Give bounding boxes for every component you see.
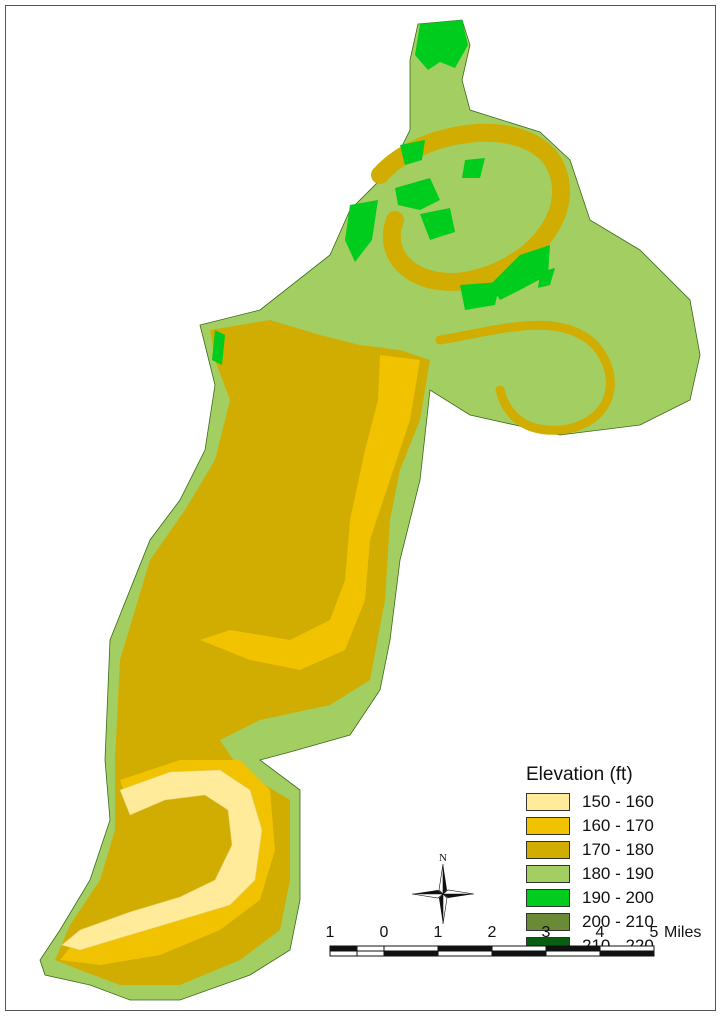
scale-tick-label: 2 xyxy=(487,924,497,941)
legend-item: 150 - 160 xyxy=(526,790,706,814)
legend-label: 150 - 160 xyxy=(582,792,654,811)
zone-150-160 xyxy=(61,769,263,951)
scale-tick-label: 1 xyxy=(433,924,443,941)
legend-label: 160 - 170 xyxy=(582,816,654,835)
meander-channel-east xyxy=(435,320,615,435)
legend-label: 180 - 190 xyxy=(582,864,654,883)
legend-swatch xyxy=(526,889,570,907)
legend: Elevation (ft) 150 - 160 160 - 170 170 -… xyxy=(526,764,706,958)
legend-swatch xyxy=(526,865,570,883)
scale-tick-label: 5 xyxy=(649,924,659,941)
scale-tick-label: 1 xyxy=(325,924,335,941)
north-label: N xyxy=(439,852,447,864)
scale-tick-label: 0 xyxy=(379,924,389,941)
scale-bar xyxy=(329,945,655,957)
legend-item: 190 - 200 xyxy=(526,886,706,910)
scale-tick-label: 4 xyxy=(595,924,605,941)
legend-item: 200 - 210 xyxy=(526,910,706,934)
legend-label: 170 - 180 xyxy=(582,840,654,859)
legend-swatch xyxy=(526,841,570,859)
legend-title: Elevation (ft) xyxy=(526,764,633,785)
legend-swatch xyxy=(526,793,570,811)
legend-label: 190 - 200 xyxy=(582,888,654,907)
north-arrow-icon xyxy=(412,864,474,924)
legend-item: 180 - 190 xyxy=(526,862,706,886)
legend-item: 160 - 170 xyxy=(526,814,706,838)
legend-label: 200 - 210 xyxy=(582,912,654,931)
meander-channel-upper xyxy=(371,123,570,291)
zone-160-170-lower xyxy=(60,760,275,965)
legend-swatch xyxy=(526,817,570,835)
zone-190-200 xyxy=(212,20,555,365)
legend-swatch xyxy=(526,913,570,931)
scale-unit-label: Miles xyxy=(664,924,702,941)
legend-item: 170 - 180 xyxy=(526,838,706,862)
zone-160-170-upper xyxy=(200,355,420,670)
scale-tick-label: 3 xyxy=(541,924,551,941)
